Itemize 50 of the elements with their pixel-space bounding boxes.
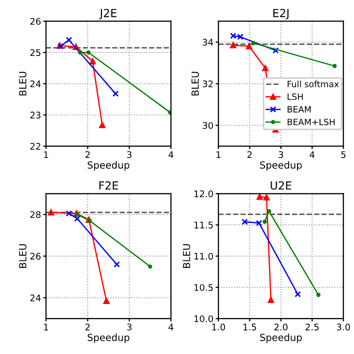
y-tick-label: 11.0 — [194, 252, 213, 260]
chart-title: F2E — [99, 181, 118, 190]
y-tick-label: 25 — [30, 49, 40, 56]
x-tick-label: 3 — [127, 151, 132, 158]
x-tick-label: 2.0 — [274, 324, 288, 330]
y-tick-label: 23 — [30, 112, 40, 119]
x-tick-label: 1.0 — [212, 324, 226, 330]
x-tick-label: 4 — [168, 151, 174, 158]
y-tick-label: 10.0 — [194, 315, 213, 322]
x-tick-label: 1 — [44, 324, 48, 330]
chart-title: E2J — [273, 8, 288, 20]
y-tick-label: 30 — [202, 122, 213, 129]
x-axis-title: Speedup — [88, 161, 130, 171]
x-tick-label: 4 — [168, 324, 174, 330]
y-tick-label: 24 — [30, 80, 41, 88]
x-tick-label: 1 — [44, 151, 48, 158]
legend-label: BEAM — [288, 106, 311, 112]
y-tick-label: 12.0 — [194, 190, 213, 198]
x-tick-label: 3.0 — [336, 324, 350, 330]
x-tick-label: 1.5 — [243, 324, 256, 330]
x-tick-label: 2 — [85, 324, 90, 330]
x-axis-title: Speedup — [260, 334, 302, 343]
y-tick-label: 11.5 — [194, 222, 213, 228]
x-tick-label: 2.5 — [306, 324, 319, 330]
y-tick-label: 10.5 — [194, 284, 213, 291]
y-axis-title: BLEU — [192, 72, 199, 96]
y-tick-label: 32 — [202, 80, 213, 88]
chart-title: J2E — [99, 8, 116, 20]
chart-title: U2E — [270, 181, 292, 190]
y-axis-title: BLEU — [19, 244, 26, 268]
legend-label: LSH — [288, 93, 303, 100]
y-tick-label: 34 — [202, 38, 214, 46]
x-axis-title: Speedup — [88, 334, 130, 343]
legend-label: Full softmax — [288, 80, 339, 88]
y-axis-title: BLEU — [182, 244, 190, 268]
x-tick-label: 3 — [278, 151, 284, 158]
y-tick-label: 24 — [30, 294, 41, 302]
y-axis-title: BLEU — [19, 72, 26, 96]
x-axis-title: Speedup — [260, 161, 302, 171]
y-tick-label: 22 — [30, 142, 40, 150]
x-tick-label: 1 — [216, 151, 220, 158]
x-tick-label: 4 — [310, 151, 315, 158]
y-tick-label: 26 — [30, 18, 41, 25]
legend-label: BEAM+LSH — [288, 118, 335, 126]
y-tick-label: 26 — [30, 252, 41, 260]
x-tick-label: 2 — [247, 151, 252, 158]
x-tick-label: 2 — [85, 151, 90, 158]
x-tick-label: 5 — [341, 151, 346, 158]
y-tick-label: 28 — [30, 211, 41, 218]
x-tick-label: 3 — [127, 324, 132, 330]
